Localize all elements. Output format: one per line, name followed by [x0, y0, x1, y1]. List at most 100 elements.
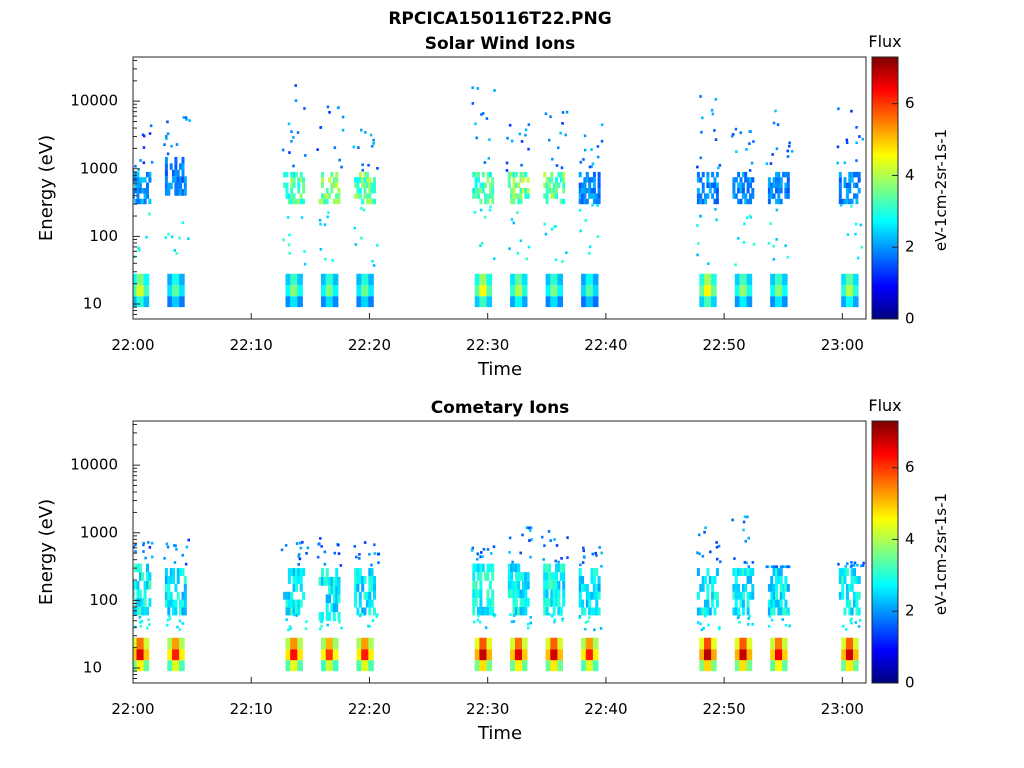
spectrogram-cell	[522, 598, 525, 607]
spectrogram-cell	[517, 198, 521, 205]
x-tick-label: 22:30	[466, 336, 509, 354]
spectrogram-cell	[744, 177, 748, 183]
spectrogram-cell	[782, 171, 786, 178]
spectrogram-cell	[292, 576, 296, 584]
spectrogram-cell	[143, 580, 147, 590]
spectrogram-cell	[140, 620, 144, 623]
spectrogram-cell	[850, 568, 854, 576]
spectrogram-cell	[477, 296, 481, 308]
spectrogram-cell	[507, 177, 511, 183]
spectrogram-cell	[138, 182, 142, 188]
spectrogram-cell	[335, 198, 339, 205]
spectrogram-cell	[585, 637, 589, 650]
spectrogram-cell	[850, 561, 853, 564]
spectrogram-cell	[559, 563, 563, 573]
spectrogram-cell	[749, 182, 752, 188]
spectrogram-cell	[543, 563, 547, 573]
spectrogram-cell	[130, 199, 133, 204]
spectrogram-cell	[550, 589, 554, 599]
spectrogram-cell	[559, 285, 563, 297]
spectrogram-cell	[708, 188, 712, 194]
spectrogram-cell	[524, 188, 528, 194]
spectrogram-cell	[841, 660, 845, 672]
spectrogram-cell	[843, 660, 847, 672]
spectrogram-cell	[133, 273, 135, 286]
spectrogram-cell	[749, 637, 753, 650]
spectrogram-cell	[512, 598, 516, 607]
spectrogram-cell	[583, 182, 587, 188]
spectrogram-cell	[555, 193, 559, 199]
spectrogram-cell	[491, 606, 495, 616]
spectrogram-cell	[550, 580, 554, 590]
spectrogram-cell	[857, 591, 861, 600]
spectrogram-cell	[592, 182, 596, 188]
spectrogram-cell	[491, 572, 495, 581]
spectrogram-cell	[559, 131, 562, 135]
spectrogram-cell	[549, 115, 552, 119]
plot-frame	[132, 420, 867, 684]
spectrogram-cell	[292, 136, 295, 139]
spectrogram-cell	[174, 637, 178, 650]
spectrogram-cell	[477, 177, 480, 183]
spectrogram-cell	[779, 649, 783, 661]
spectrogram-cell	[297, 273, 301, 286]
spectrogram-cell	[282, 238, 285, 242]
spectrogram-cell	[134, 660, 138, 672]
spectrogram-cell	[741, 171, 745, 178]
spectrogram-cell	[585, 660, 589, 672]
spectrogram-cell	[775, 198, 778, 205]
spectrogram-cell	[297, 198, 301, 205]
spectrogram-cell	[770, 565, 774, 569]
spectrogram-cell	[371, 259, 374, 263]
spectrogram-cell	[356, 188, 360, 194]
spectrogram-cell	[320, 624, 323, 628]
spectrogram-cell	[143, 637, 147, 650]
spectrogram-cell	[488, 563, 492, 573]
spectrogram-cell	[365, 637, 370, 650]
spectrogram-cell	[519, 649, 523, 661]
spectrogram-cell	[853, 599, 856, 608]
spectrogram-cell	[287, 198, 291, 205]
spectrogram-cell	[597, 188, 601, 194]
spectrogram-cell	[749, 285, 753, 297]
spectrogram-cell	[545, 572, 549, 581]
spectrogram-cell	[782, 591, 786, 600]
spectrogram-cell	[508, 536, 512, 540]
spectrogram-cell	[365, 193, 369, 199]
x-tick: 23:00	[821, 677, 864, 718]
spectrogram-cell	[143, 273, 147, 286]
spectrogram-cell	[855, 171, 859, 178]
spectrogram-cell	[146, 637, 150, 650]
spectrogram-cell	[512, 171, 516, 178]
spectrogram-cell	[522, 177, 525, 183]
spectrogram-cell	[148, 580, 152, 590]
spectrogram-cell	[297, 563, 300, 566]
spectrogram-cell	[855, 599, 859, 608]
spectrogram-cell	[299, 193, 303, 199]
spectrogram-cell	[510, 589, 514, 599]
spectrogram-cell	[330, 273, 334, 286]
spectrogram-cell	[179, 273, 183, 286]
spectrogram-cell	[363, 607, 367, 616]
spectrogram-cell	[317, 542, 320, 546]
spectrogram-cell	[784, 244, 787, 248]
spectrogram-cell	[590, 273, 594, 286]
spectrogram-cell	[484, 626, 488, 629]
spectrogram-cell	[486, 563, 490, 573]
spectrogram-cell	[746, 568, 750, 576]
spectrogram-cell	[512, 273, 516, 286]
spectrogram-cell	[592, 583, 596, 592]
spectrogram-cell	[765, 565, 769, 569]
spectrogram-cell	[529, 529, 532, 532]
spectrogram-cell	[512, 285, 516, 297]
spectrogram-cell	[779, 296, 783, 308]
spectrogram-cell	[544, 232, 548, 236]
spectrogram-cell	[470, 549, 474, 552]
spectrogram-cell	[365, 599, 369, 608]
spectrogram-cell	[545, 606, 549, 616]
spectrogram-cell	[850, 617, 853, 621]
spectrogram-cell	[584, 219, 587, 222]
spectrogram-cell	[297, 649, 301, 661]
spectrogram-cell	[174, 660, 178, 672]
spectrogram-cell	[179, 296, 183, 308]
